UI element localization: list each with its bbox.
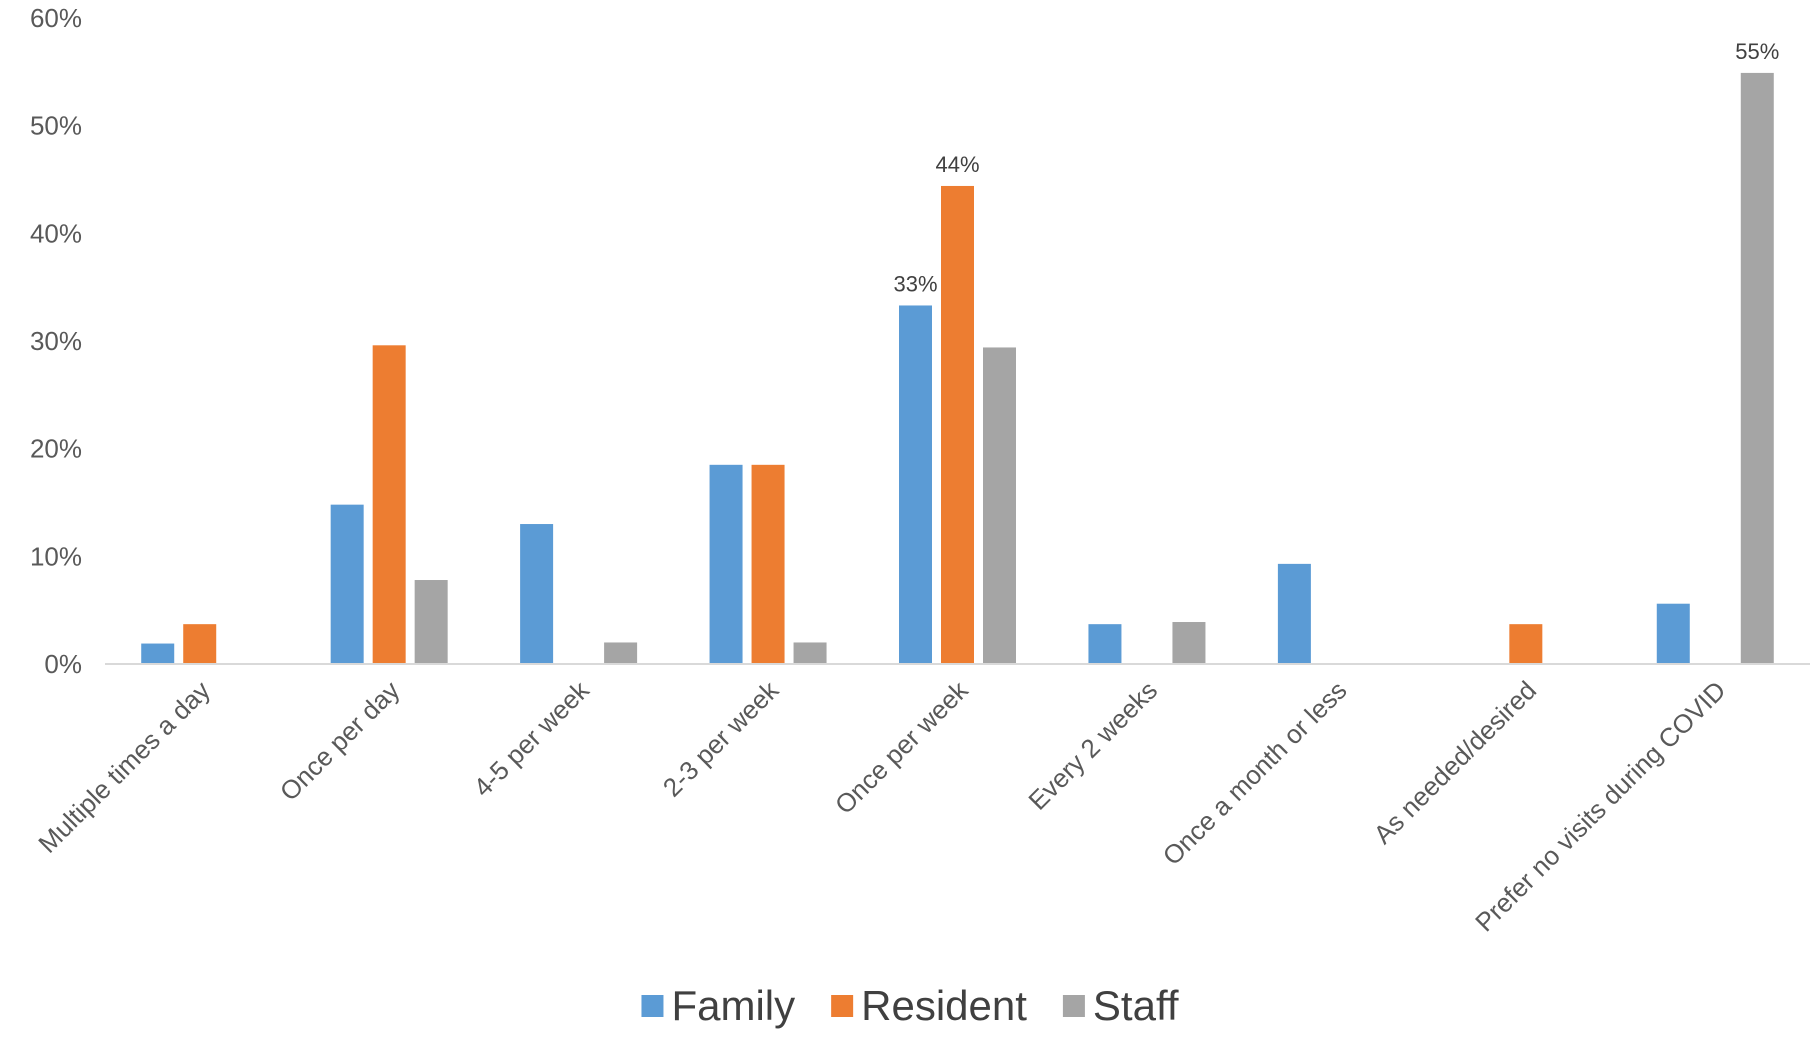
category-label: Once per week: [829, 674, 975, 820]
legend-swatch: [1062, 995, 1085, 1017]
legend-label: Resident: [861, 982, 1027, 1029]
bar-family-8: [1656, 603, 1690, 664]
category-label: As needed/desired: [1368, 675, 1543, 850]
bar-staff-3: [793, 642, 827, 664]
bar-resident-4: [941, 185, 974, 664]
bar-staff-1: [414, 580, 448, 664]
bar-resident-3: [751, 464, 785, 664]
bar-staff-4: [983, 347, 1016, 664]
bar-family-4: [899, 305, 932, 664]
bar-resident-0: [183, 624, 217, 664]
category-label: Multiple times a day: [32, 675, 216, 859]
data-label: 55%: [1735, 39, 1779, 64]
bar-family-0: [141, 643, 175, 664]
legend-item-resident: Resident: [831, 982, 1027, 1029]
y-tick-label: 0%: [44, 649, 82, 679]
bar-family-2: [520, 524, 554, 664]
y-tick-label: 30%: [30, 326, 82, 356]
y-tick-label: 40%: [30, 218, 82, 248]
legend-item-family: Family: [641, 982, 795, 1029]
legend-swatch: [831, 995, 854, 1017]
bar-family-1: [330, 504, 364, 664]
legend-label: Staff: [1093, 982, 1179, 1029]
category-label: Every 2 weeks: [1022, 675, 1163, 816]
bar-staff-2: [604, 642, 638, 664]
data-label: 44%: [935, 152, 979, 177]
x-axis: Multiple times a day Once per day 4-5 per …: [32, 674, 1731, 937]
y-tick-label: 10%: [30, 541, 82, 571]
category-label: 4-5 per week: [467, 674, 595, 802]
bar-family-3: [709, 464, 743, 664]
data-label: 33%: [893, 271, 937, 296]
bar-resident-7: [1509, 624, 1543, 664]
bar-resident-1: [372, 345, 406, 664]
legend-label: Family: [671, 982, 795, 1029]
bar-staff-8: [1740, 72, 1774, 664]
legend-swatch: [641, 995, 664, 1017]
legend-item-staff: Staff: [1062, 982, 1179, 1029]
category-label: Once per day: [274, 675, 406, 807]
bars-group: [141, 72, 1774, 664]
bar-staff-5: [1172, 622, 1206, 664]
category-label: Once a month or less: [1157, 675, 1353, 871]
bar-family-6: [1277, 563, 1311, 664]
legend: Family Resident Staff: [641, 982, 1179, 1029]
category-label: 2-3 per week: [657, 674, 785, 802]
data-labels: 33% 44% 55%: [893, 39, 1779, 297]
y-tick-label: 20%: [30, 434, 82, 464]
y-axis: 0% 10% 20% 30% 40% 50% 60%: [30, 3, 82, 679]
y-tick-label: 60%: [30, 3, 82, 33]
y-tick-label: 50%: [30, 111, 82, 141]
bar-family-5: [1088, 624, 1122, 664]
